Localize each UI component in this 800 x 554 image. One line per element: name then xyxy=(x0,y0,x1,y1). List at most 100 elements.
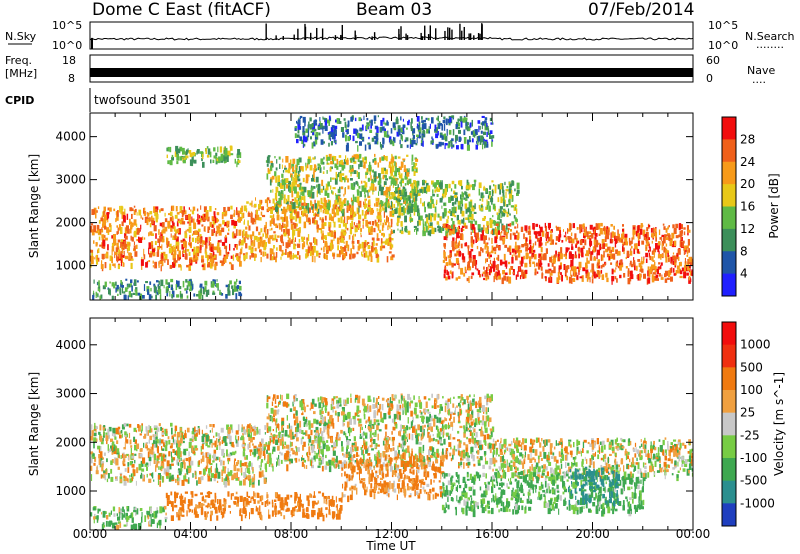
heatmap-cell xyxy=(173,258,176,264)
heatmap-cell xyxy=(369,144,371,150)
heatmap-cell xyxy=(175,241,179,247)
heatmap-cell xyxy=(212,217,216,225)
heatmap-cell xyxy=(449,228,453,232)
heatmap-cell xyxy=(390,200,393,208)
heatmap-cell xyxy=(188,218,190,222)
heatmap-cell xyxy=(348,204,352,211)
heatmap-cell xyxy=(368,251,372,257)
heatmap-cell xyxy=(422,179,425,183)
heatmap-cell xyxy=(549,242,552,245)
heatmap-cell xyxy=(611,277,613,285)
heatmap-cell xyxy=(476,143,479,146)
heatmap-cell xyxy=(380,188,384,196)
heatmap-cell xyxy=(565,271,567,275)
heatmap-cell xyxy=(368,226,371,233)
heatmap-cell xyxy=(190,209,192,212)
heatmap-cell xyxy=(555,236,559,241)
cpid-label: CPID xyxy=(5,94,34,107)
heatmap-cell xyxy=(443,236,446,240)
heatmap-cell xyxy=(648,243,650,249)
heatmap-cell xyxy=(330,177,332,182)
heatmap-cell xyxy=(294,205,299,209)
heatmap-cell xyxy=(386,121,389,126)
heatmap-cell xyxy=(253,445,257,449)
heatmap-cell xyxy=(257,455,260,460)
heatmap-cell xyxy=(278,203,282,207)
heatmap-cell xyxy=(460,206,463,214)
heatmap-cell xyxy=(98,236,101,241)
heatmap-cell xyxy=(207,445,211,448)
heatmap-cell xyxy=(392,229,395,234)
heatmap-cell xyxy=(402,124,406,128)
heatmap-cell xyxy=(214,440,216,448)
heatmap-cell xyxy=(172,253,176,259)
heatmap-cell xyxy=(249,449,253,453)
heatmap-cell xyxy=(92,209,96,215)
heatmap-cell xyxy=(316,190,318,198)
heatmap-cell xyxy=(312,206,314,213)
heatmap-cell xyxy=(125,244,129,247)
heatmap-cell xyxy=(311,178,314,182)
heatmap-cell xyxy=(496,257,498,260)
heatmap-cell xyxy=(197,231,200,237)
heatmap-cell xyxy=(511,195,513,202)
heatmap-cell xyxy=(121,255,125,258)
heatmap-cell xyxy=(140,472,143,476)
heatmap-cell xyxy=(185,290,188,294)
heatmap-cell xyxy=(221,242,226,246)
heatmap-cell xyxy=(91,229,95,236)
heatmap-cell xyxy=(614,241,617,248)
heatmap-cell xyxy=(212,251,215,257)
heatmap-cell xyxy=(170,233,172,238)
heatmap-cell xyxy=(193,255,196,259)
heatmap-cell xyxy=(344,178,346,183)
heatmap-cell xyxy=(622,247,625,252)
heatmap-cell xyxy=(390,128,393,134)
heatmap-cell xyxy=(107,434,110,440)
heatmap-cell xyxy=(241,427,243,433)
heatmap-cell xyxy=(161,223,163,227)
heatmap-cell xyxy=(679,240,682,248)
heatmap-cell xyxy=(613,225,615,230)
heatmap-cell xyxy=(599,228,603,235)
heatmap-cell xyxy=(641,256,643,263)
heatmap-cell xyxy=(177,254,180,261)
heatmap-cell xyxy=(170,284,173,288)
heatmap-cell xyxy=(177,218,180,221)
heatmap-cell xyxy=(297,178,301,182)
heatmap-cell xyxy=(341,229,343,233)
heatmap-cell xyxy=(478,125,480,133)
heatmap-cell xyxy=(253,240,256,247)
heatmap-cell xyxy=(258,465,262,468)
heatmap-cell xyxy=(119,434,122,439)
heatmap-cell xyxy=(440,197,443,203)
heatmap-cell xyxy=(444,184,448,191)
heatmap-cell xyxy=(168,282,170,288)
heatmap-cell xyxy=(448,442,452,447)
heatmap-cell xyxy=(317,163,320,166)
heatmap-cell xyxy=(156,427,160,432)
heatmap-cell xyxy=(454,138,457,143)
heatmap-cell xyxy=(494,227,496,232)
heatmap-cell xyxy=(516,189,520,194)
heatmap-cell xyxy=(309,124,313,130)
heatmap-cell xyxy=(251,212,253,218)
heatmap-cell xyxy=(313,219,317,225)
heatmap-cell xyxy=(312,204,315,209)
heatmap-cell xyxy=(140,215,142,219)
heatmap-cell xyxy=(502,225,506,231)
heatmap-cell xyxy=(291,174,293,181)
heatmap-cell xyxy=(425,225,428,233)
heatmap-cell xyxy=(589,276,591,283)
heatmap-cell xyxy=(246,234,250,238)
heatmap-cell xyxy=(584,239,587,246)
heatmap-cell xyxy=(464,269,467,272)
heatmap-cell xyxy=(307,130,310,138)
heatmap-cell xyxy=(281,224,283,232)
heatmap-cell xyxy=(93,240,95,244)
heatmap-cell xyxy=(210,159,212,164)
heatmap-cell xyxy=(395,190,399,194)
heatmap-cell xyxy=(221,439,223,445)
heatmap-cell xyxy=(495,244,498,248)
heatmap-cell xyxy=(459,116,463,122)
